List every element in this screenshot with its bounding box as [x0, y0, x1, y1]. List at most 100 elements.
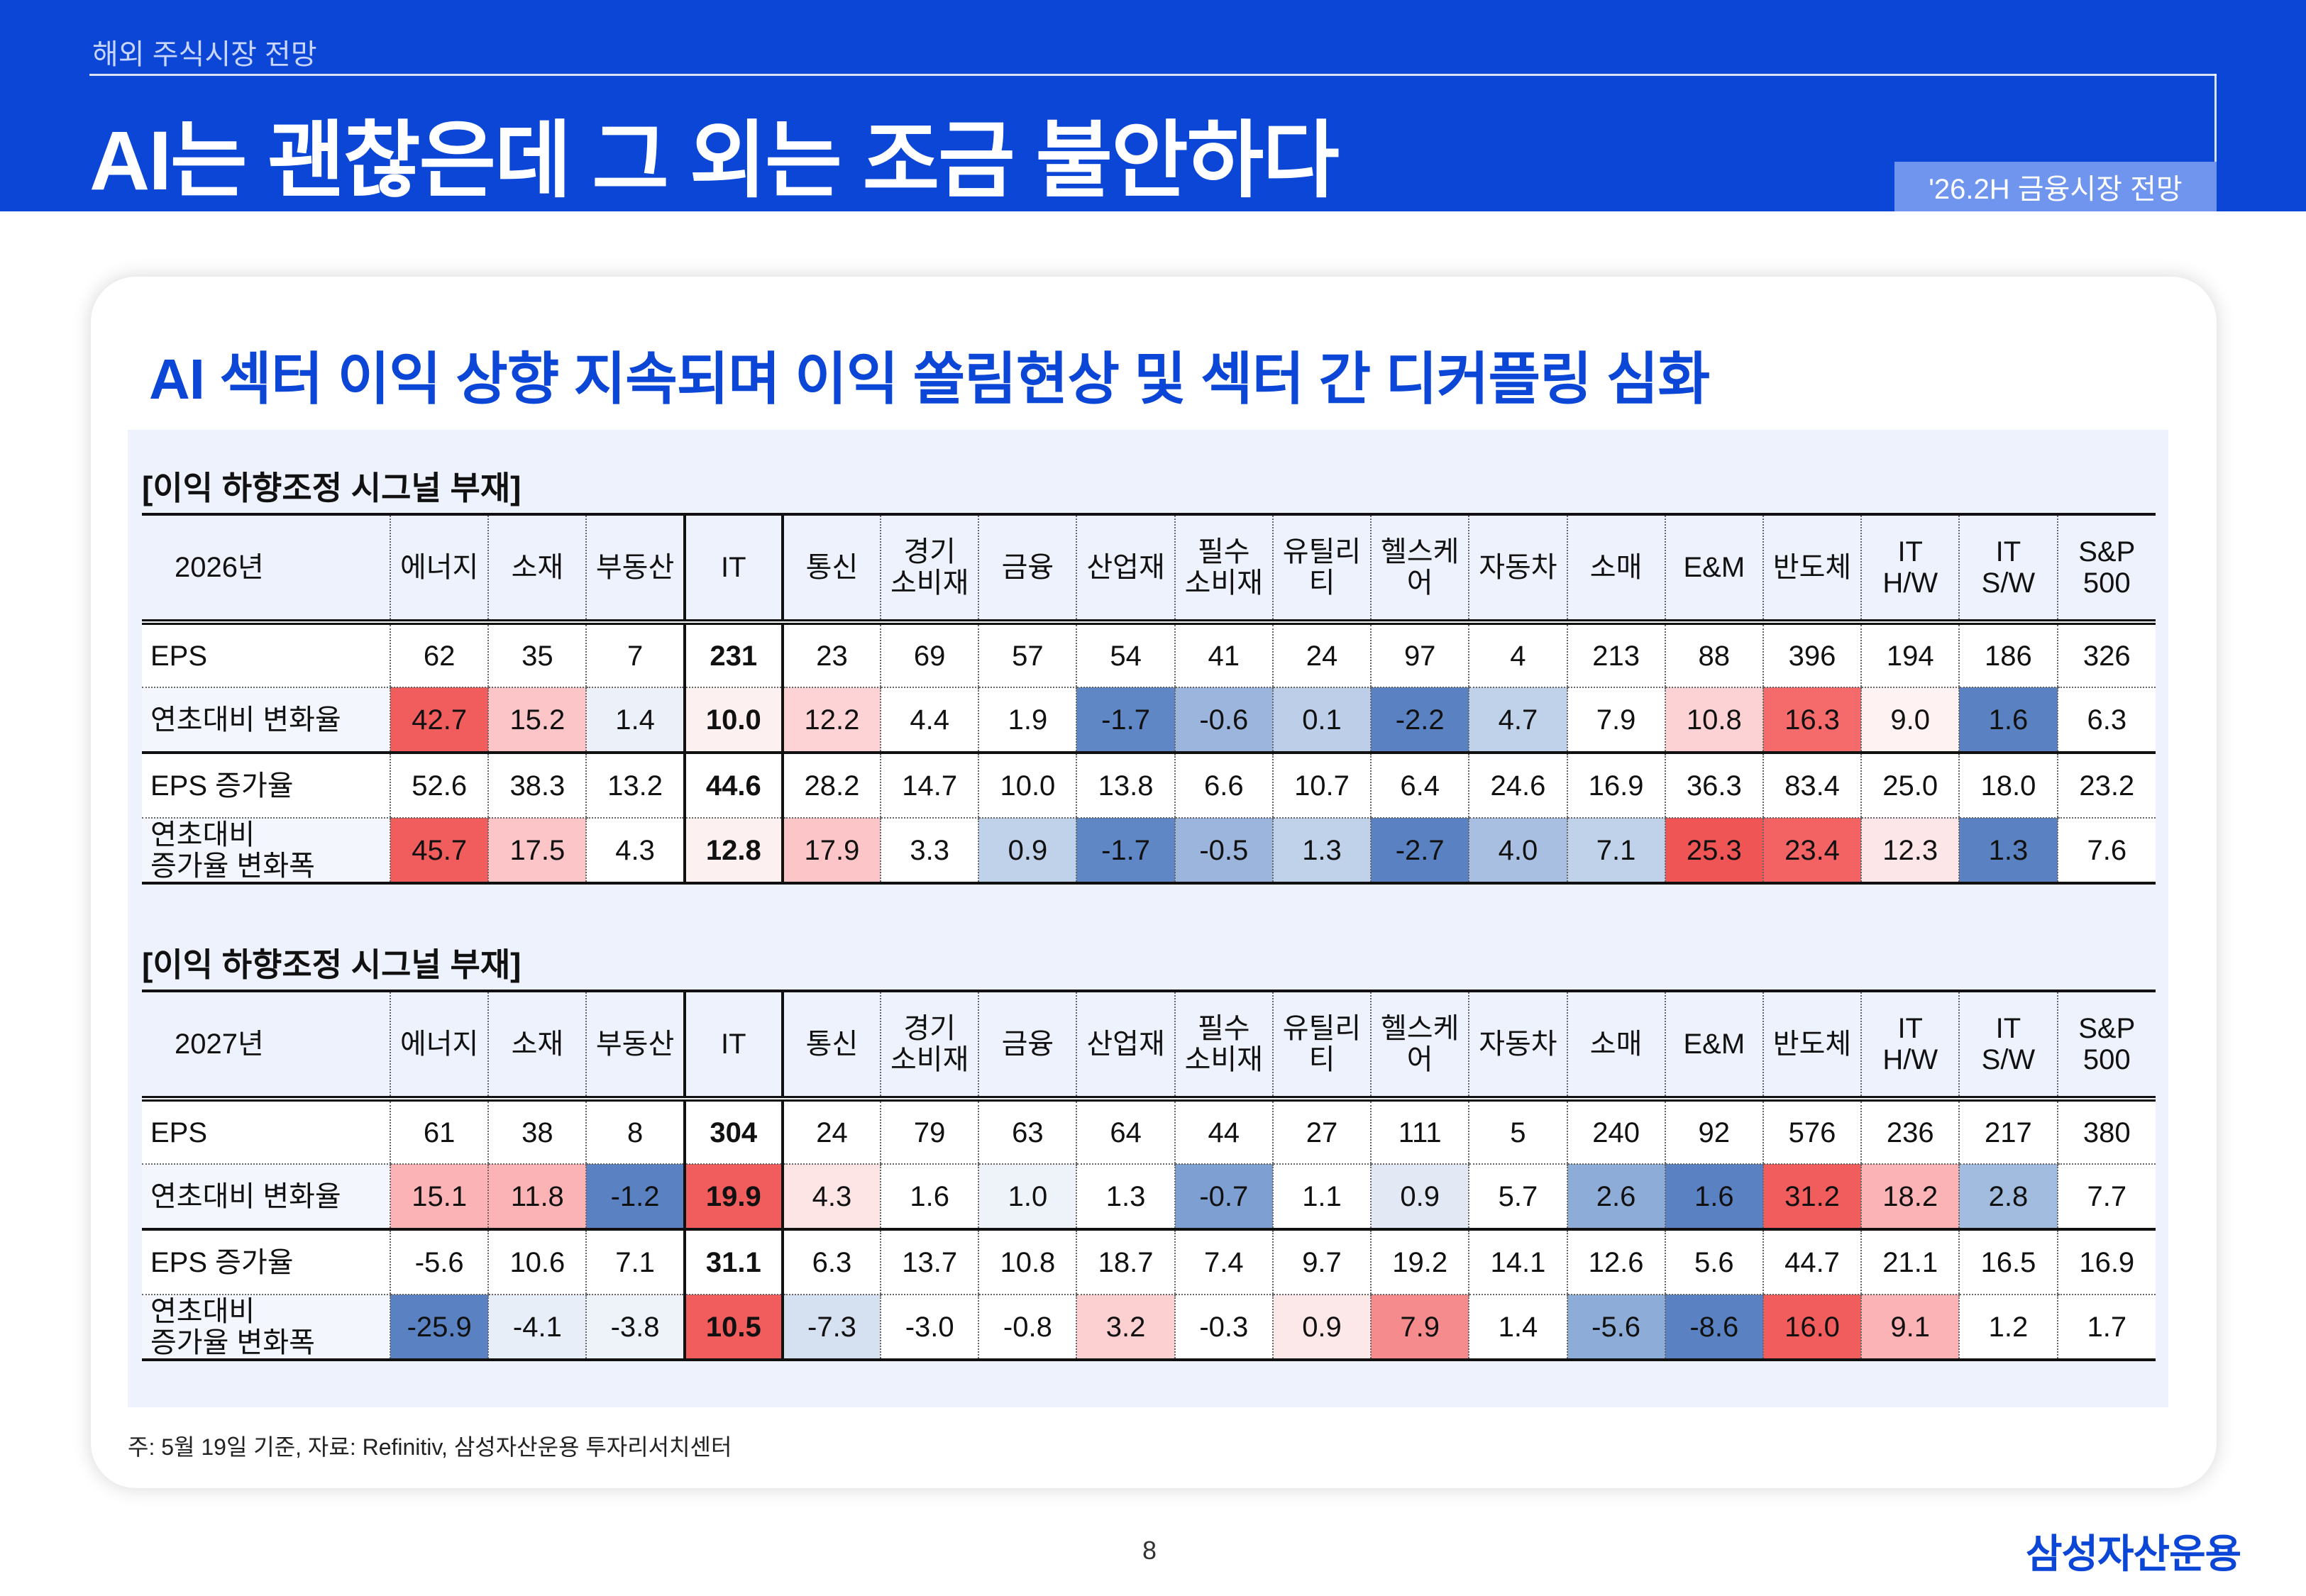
- table-cell: 97: [1370, 622, 1469, 688]
- table-cell: 38: [487, 1099, 587, 1165]
- table-cell: 194: [1860, 622, 1960, 688]
- table-cell: 62: [390, 622, 489, 688]
- table-cell: 21.1: [1860, 1229, 1960, 1295]
- column-header: E&M: [1664, 990, 1763, 1102]
- slide-subtitle: AI 섹터 이익 상향 지속되며 이익 쏠림현상 및 섹터 간 디커플링 심화: [149, 348, 1710, 411]
- table-cell: 5: [1468, 1099, 1567, 1165]
- column-header: 소매: [1566, 990, 1665, 1102]
- column-header: IT: [683, 513, 784, 625]
- table-cell: 61: [390, 1099, 489, 1165]
- table-cell: 1.6: [1958, 687, 2058, 754]
- row-label: 연초대비 변화율: [142, 687, 391, 754]
- table-cell: 24: [781, 1099, 881, 1165]
- table-cell: 0.9: [1271, 1295, 1372, 1361]
- table-cell: 18.7: [1076, 1229, 1175, 1295]
- table-cell: 1.0: [978, 1164, 1077, 1231]
- table-cell: 3.3: [880, 818, 979, 885]
- table-cell: 88: [1664, 622, 1763, 688]
- table-cell: 111: [1370, 1099, 1469, 1165]
- table-cell: 31.1: [683, 1229, 784, 1295]
- table-cell: 231: [683, 622, 784, 688]
- column-header: 필수 소비재: [1174, 990, 1273, 1102]
- column-header: E&M: [1664, 513, 1763, 625]
- year-header: 2026년: [142, 513, 391, 625]
- table-row: 연초대비 증가율 변화폭 45.7 17.5 4.3 12.8 17.9 3.3 0.9 -1.…: [142, 818, 2156, 885]
- table-cell: 14.1: [1468, 1229, 1567, 1295]
- table-cell: 31.2: [1762, 1164, 1862, 1231]
- table-cell: 69: [880, 622, 979, 688]
- table-cell: 236: [1860, 1099, 1960, 1165]
- table-cell: 10.0: [683, 687, 784, 754]
- table-cell: 17.5: [487, 818, 587, 885]
- table-cell: 7.7: [2056, 1164, 2156, 1231]
- table-cell: 13.7: [880, 1229, 979, 1295]
- table-cell: -4.1: [487, 1295, 587, 1361]
- table-cell: 9.1: [1860, 1295, 1960, 1361]
- table-cell: 14.7: [880, 753, 979, 819]
- table-cell: 57: [978, 622, 1077, 688]
- table-cell: 0.1: [1271, 687, 1372, 754]
- table-row: EPS 증가율 52.6 38.3 13.2 44.6 28.2 14.7 10.0 13.8 6…: [142, 753, 2156, 819]
- table-cell: 16.3: [1762, 687, 1862, 754]
- table-cell: 576: [1762, 1099, 1862, 1165]
- table-cell: -3.0: [880, 1295, 979, 1361]
- table-cell: 64: [1076, 1099, 1175, 1165]
- table-cell: 10.6: [487, 1229, 587, 1295]
- row-label: EPS 증가율: [142, 1229, 391, 1295]
- header-bar: 해외 주식시장 전망 AI는 괜찮은데 그 외는 조금 불안하다 '26.2H …: [0, 0, 2306, 211]
- table-cell: 6.6: [1174, 753, 1273, 819]
- table-cell: 1.6: [880, 1164, 979, 1231]
- table-cell: 45.7: [390, 818, 489, 885]
- table-row: 연초대비 증가율 변화폭 -25.9 -4.1 -3.8 10.5 -7.3 -3.0 -0.…: [142, 1295, 2156, 1361]
- table-cell: 16.0: [1762, 1295, 1862, 1361]
- table-cell: 19.2: [1370, 1229, 1469, 1295]
- table-cell: 1.4: [585, 687, 685, 754]
- row-label: EPS: [142, 1099, 391, 1165]
- table-cell: 44.6: [683, 753, 784, 819]
- table-cell: 217: [1958, 1099, 2058, 1165]
- table-cell: -0.7: [1174, 1164, 1273, 1231]
- table-cell: 6.4: [1370, 753, 1469, 819]
- table-cell: 44.7: [1762, 1229, 1862, 1295]
- table-cell: 4.0: [1468, 818, 1567, 885]
- table-cell: 6.3: [2056, 687, 2156, 754]
- table-cell: 83.4: [1762, 753, 1862, 819]
- column-header: 소매: [1566, 513, 1665, 625]
- table-cell: -0.5: [1174, 818, 1273, 885]
- table-cell: 36.3: [1664, 753, 1763, 819]
- column-header: S&P 500: [2056, 513, 2156, 625]
- table-cell: 25.0: [1860, 753, 1960, 819]
- column-header: IT S/W: [1958, 990, 2058, 1102]
- table-cell: 10.8: [978, 1229, 1077, 1295]
- table-cell: 17.9: [781, 818, 881, 885]
- table-cell: 2.6: [1566, 1164, 1665, 1231]
- table-cell: 28.2: [781, 753, 881, 819]
- table-cell: 2.8: [1958, 1164, 2058, 1231]
- row-label: EPS 증가율: [142, 753, 391, 819]
- source-note: 주: 5월 19일 기준, 자료: Refinitiv, 삼성자산운용 투자리서…: [128, 1434, 732, 1460]
- table-cell: 0.9: [978, 818, 1077, 885]
- row-label: 연초대비 증가율 변화폭: [142, 1295, 391, 1361]
- table-cell: 7.1: [1566, 818, 1665, 885]
- table-cell: 19.9: [683, 1164, 784, 1231]
- table-cell: -1.2: [585, 1164, 685, 1231]
- table-cell: 54: [1076, 622, 1175, 688]
- section-label: 해외 주식시장 전망: [92, 39, 317, 70]
- table-cell: -7.3: [781, 1295, 881, 1361]
- table-block-2027: [이익 하향조정 시그널 부재] 2027년 에너지 소재 부동산 IT 통신 경기 소비재 금…: [142, 940, 2156, 1361]
- year-header: 2027년: [142, 990, 391, 1102]
- column-header: 금융: [978, 990, 1077, 1102]
- column-header: 유틸리티: [1271, 990, 1372, 1102]
- table-cell: 380: [2056, 1099, 2156, 1165]
- column-header: 헬스케어: [1370, 990, 1469, 1102]
- column-header: 반도체: [1762, 990, 1862, 1102]
- table-cell: 1.7: [2056, 1295, 2156, 1361]
- table-cell: 12.8: [683, 818, 784, 885]
- table-cell: 9.7: [1271, 1229, 1372, 1295]
- header-rule-vertical: [2214, 74, 2217, 165]
- column-header: 에너지: [390, 990, 489, 1102]
- table-cell: 4.7: [1468, 687, 1567, 754]
- table-cell: 23.4: [1762, 818, 1862, 885]
- column-header: 부동산: [585, 990, 685, 1102]
- table-cell: -2.7: [1370, 818, 1469, 885]
